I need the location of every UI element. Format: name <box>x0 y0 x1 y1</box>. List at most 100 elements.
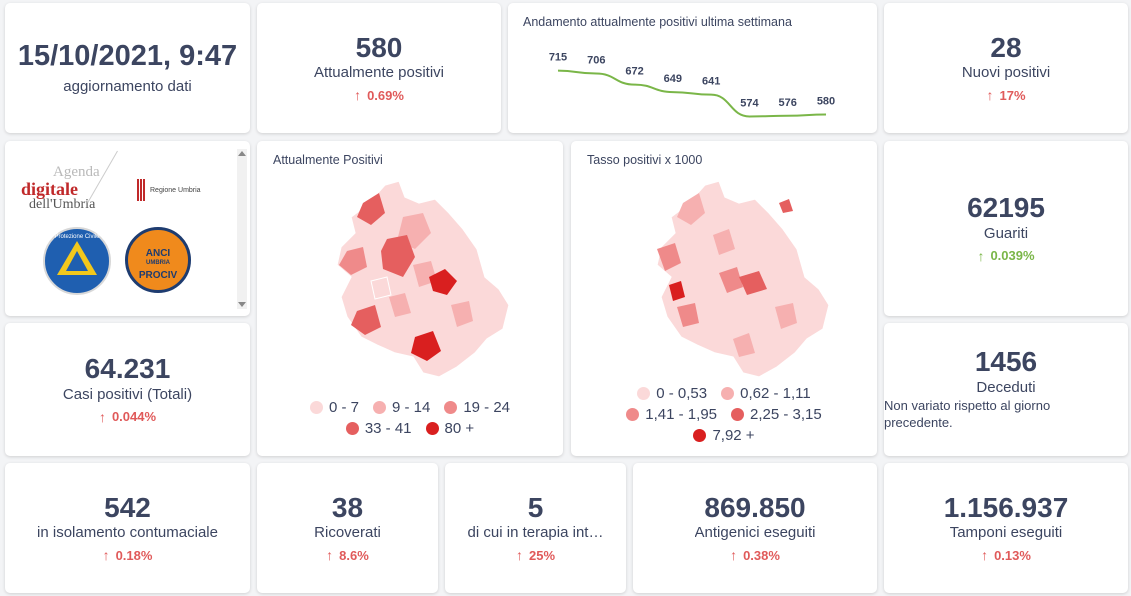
casi-totali-value: 64.231 <box>84 353 171 385</box>
tamponi-value: 1.156.937 <box>943 491 1069 523</box>
map-tasso-card: Tasso positivi x 1000 0 - 0,53 0,62 - 1,1… <box>571 141 877 456</box>
map-positivi-legend-label: 9 - 14 <box>391 399 431 416</box>
regione-umbria-logo: Regione Umbria <box>137 179 201 201</box>
map-tasso-legend: 0 - 0,53 0,62 - 1,11 1,41 - 1,95 2,25 - 3,1… <box>591 385 857 444</box>
antigenici-label: Antigenici eseguiti <box>694 524 816 542</box>
weekly-data-label: 672 <box>625 66 643 78</box>
ricoverati-label: Ricoverati <box>314 524 381 542</box>
map-positivi-legend: 0 - 7 9 - 14 19 - 24 33 - 41 80 + <box>277 399 543 437</box>
legend-dot-icon <box>309 401 323 414</box>
umbria-map-tasso[interactable] <box>571 177 877 417</box>
weekly-data-label: 706 <box>587 55 605 67</box>
arrow-up-icon: ↑ <box>515 547 523 564</box>
anci-prociv-logo: ANCI UMBRIA PROCIV <box>125 227 191 293</box>
legend-dot-icon <box>693 429 707 442</box>
map-tasso-title: Tasso positivi x 1000 <box>587 153 703 167</box>
isolamento-trend-value: 0.18% <box>115 547 153 563</box>
scroll-down-icon[interactable] <box>238 302 246 307</box>
map-positivi-legend-label: 19 - 24 <box>463 399 511 416</box>
weekly-data-label: 580 <box>817 96 835 108</box>
legend-dot-icon <box>637 387 651 400</box>
map-positivi-legend-item[interactable]: 0 - 7 <box>309 399 359 416</box>
weekly-chart-title: Andamento attualmente positivi ultima se… <box>523 15 792 29</box>
arrow-up-icon: ↑ <box>354 87 362 104</box>
guariti-trend-value: 0.039% <box>990 248 1035 264</box>
agenda-digitale-logo: Agenda digitale dell'Umbria <box>21 165 111 225</box>
logos-card[interactable]: Agenda digitale dell'Umbria Regione Umbr… <box>5 141 250 316</box>
weekly-data-label: 715 <box>549 52 567 64</box>
arrow-up-icon: ↑ <box>98 408 106 425</box>
logos-scrollbar[interactable] <box>237 149 247 309</box>
ricoverati-value: 38 <box>331 491 364 523</box>
casi-totali-trend-value: 0.044% <box>111 409 157 425</box>
weekly-series-line <box>557 69 827 118</box>
terapia-trend-value: 25% <box>528 547 556 563</box>
map-tasso-legend-item[interactable]: 0 - 0,53 <box>637 385 707 402</box>
deceduti-value: 1456 <box>974 346 1038 378</box>
map-positivi-legend-label: 33 - 41 <box>364 420 412 437</box>
attualmente-positivi-value: 580 <box>355 31 403 63</box>
legend-dot-icon <box>444 401 458 414</box>
map-tasso-legend-label: 2,25 - 3,15 <box>750 406 822 423</box>
legend-dot-icon <box>626 408 640 421</box>
protezione-civile-triangle-icon <box>57 241 97 275</box>
weekly-line-chart: 715 706 672 649 641 574 576 580 <box>549 52 835 118</box>
attualmente-positivi-trend-value: 0.69% <box>367 87 404 103</box>
tamponi-label: Tamponi eseguiti <box>949 524 1063 542</box>
map-tasso-legend-label: 0,62 - 1,11 <box>740 385 811 402</box>
ricoverati-trend-value: 8.6% <box>339 547 369 563</box>
map-tasso-legend-item[interactable]: 0,62 - 1,11 <box>721 385 811 402</box>
casi-totali-label: Casi positivi (Totali) <box>62 385 193 403</box>
regione-umbria-text: Regione Umbria <box>150 186 201 194</box>
antigenici-card: 869.850 Antigenici eseguiti ↑ 0.38% <box>633 463 877 593</box>
anci-logo-top: ANCI <box>145 248 171 259</box>
nuovi-positivi-label: Nuovi positivi <box>961 64 1051 82</box>
deceduti-card: 1456 Deceduti Non variato rispetto al gi… <box>884 323 1128 456</box>
umbria-map-positivi[interactable] <box>257 177 563 417</box>
casi-totali-trend: ↑ 0.044% <box>99 409 156 425</box>
map-positivi-legend-item[interactable]: 80 + <box>425 420 474 437</box>
map-positivi-legend-item[interactable]: 9 - 14 <box>372 399 431 416</box>
deceduti-label: Deceduti <box>976 378 1036 396</box>
isolamento-value: 542 <box>104 491 151 523</box>
arrow-up-icon: ↑ <box>981 547 989 564</box>
map-tasso-legend-item[interactable]: 7,92 + <box>693 427 755 444</box>
anci-logo-bottom: PROCIV <box>138 270 178 281</box>
ricoverati-card: 38 Ricoverati ↑ 8.6% <box>257 463 438 593</box>
attualmente-positivi-trend: ↑ 0.69% <box>354 87 404 103</box>
protezione-civile-text: Protezione Civile <box>54 234 100 240</box>
update-label: aggiornamento dati <box>63 77 192 95</box>
legend-dot-icon <box>345 422 359 435</box>
attualmente-positivi-card: 580 Attualmente positivi ↑ 0.69% <box>257 3 501 133</box>
arrow-up-icon: ↑ <box>986 87 994 104</box>
agenda-logo-line1: Agenda <box>53 164 100 180</box>
map-positivi-legend-label: 0 - 7 <box>328 399 359 416</box>
update-card: 15/10/2021, 9:47 aggiornamento dati <box>5 3 250 133</box>
legend-dot-icon <box>721 387 735 400</box>
map-positivi-card: Attualmente Positivi 0 - 7 9 - 14 19 - 24 3… <box>257 141 563 456</box>
map-positivi-legend-item[interactable]: 19 - 24 <box>444 399 510 416</box>
map-tasso-legend-label: 1,41 - 1,95 <box>645 406 717 423</box>
regione-umbria-emblem-icon <box>137 179 146 201</box>
update-datetime: 15/10/2021, 9:47 <box>17 40 238 73</box>
protezione-civile-logo: Protezione Civile <box>43 227 111 295</box>
nuovi-positivi-trend-value: 17% <box>999 87 1026 103</box>
arrow-up-icon: ↑ <box>730 547 738 564</box>
casi-totali-card: 64.231 Casi positivi (Totali) ↑ 0.044% <box>5 323 250 456</box>
nuovi-positivi-value: 28 <box>990 31 1022 63</box>
agenda-logo-line3: dell'Umbria <box>29 197 96 212</box>
nuovi-positivi-trend: ↑ 17% <box>986 87 1025 103</box>
antigenici-trend: ↑ 0.38% <box>730 547 780 563</box>
map-tasso-legend-item[interactable]: 2,25 - 3,15 <box>731 406 822 423</box>
terapia-card: 5 di cui in terapia int… ↑ 25% <box>445 463 626 593</box>
guariti-label: Guariti <box>983 224 1029 242</box>
anci-logo-mid: UMBRIA <box>146 260 170 266</box>
map-tasso-legend-item[interactable]: 1,41 - 1,95 <box>626 406 717 423</box>
scroll-up-icon[interactable] <box>238 151 246 156</box>
terapia-trend: ↑ 25% <box>516 547 555 563</box>
nuovi-positivi-card: 28 Nuovi positivi ↑ 17% <box>884 3 1128 133</box>
antigenici-trend-value: 0.38% <box>743 547 780 563</box>
attualmente-positivi-label: Attualmente positivi <box>313 64 445 82</box>
map-positivi-legend-item[interactable]: 33 - 41 <box>345 420 412 437</box>
weekly-data-label: 641 <box>702 76 720 88</box>
